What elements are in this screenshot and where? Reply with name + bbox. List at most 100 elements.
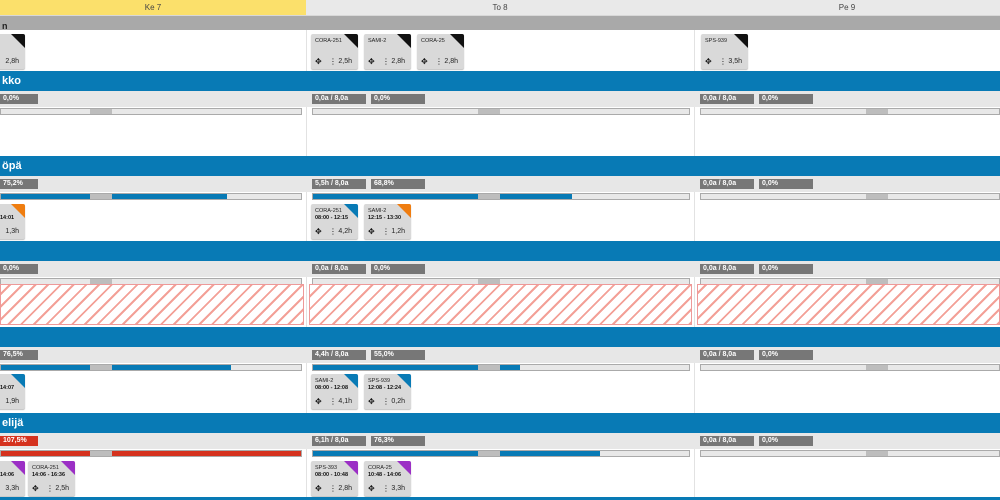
more-icon[interactable]: ⋮ [46,484,54,493]
move-icon[interactable]: ✥ [368,397,375,406]
utilization-pill: 76,3% [371,436,425,446]
task-time: 10:48 - 14:06 [368,472,402,478]
task-card[interactable]: 14:01 1,3h [0,204,25,239]
task-card[interactable]: SAMI-2 08:00 - 12:08 ✥ ⋮ 4,1h [311,374,358,409]
corner-marker [450,34,464,48]
task-card[interactable]: SAMI-2 ✥ ⋮ 2,8h [364,34,411,69]
task-name: SPS-939 [368,378,391,384]
task-hours: 4,2h [338,228,352,235]
capacity-marker [866,194,888,199]
utilization-pill: 0,0% [759,94,813,104]
more-icon[interactable]: ⋮ [329,484,337,493]
employee-header[interactable] [0,241,1000,261]
move-icon[interactable]: ✥ [368,57,375,66]
task-name: SAMI-2 [315,378,334,384]
task-hours: 2,8h [444,58,458,65]
task-card[interactable]: CORA-25 ✥ ⋮ 2,8h [417,34,464,69]
more-icon[interactable]: ⋮ [329,57,337,66]
employee-header[interactable] [0,497,1000,500]
corner-marker [11,34,25,48]
day-summary-bar [0,91,1000,107]
task-time: 08:00 - 10:48 [315,472,349,478]
move-icon[interactable]: ✥ [368,227,375,236]
corner-marker [11,461,25,475]
task-time: 12:15 - 13:30 [368,215,402,221]
task-hours: 0,2h [391,398,405,405]
day-header-pe9[interactable]: Pe 9 [694,0,1000,16]
more-icon[interactable]: ⋮ [382,227,390,236]
move-icon[interactable]: ✥ [368,484,375,493]
employee-name: kko [2,75,21,87]
task-hours: 3,3h [5,485,19,492]
capacity-marker [90,279,112,284]
hours-pill: 0,0a / 8,0a [700,179,754,189]
corner-marker [11,204,25,218]
task-card[interactable]: CORA-251 ✥ ⋮ 2,5h [311,34,358,69]
task-time: 12:08 - 12:24 [368,385,402,391]
employee-header[interactable]: kko [0,71,1000,91]
more-icon[interactable]: ⋮ [382,397,390,406]
day-label: Ke 7 [144,3,162,12]
capacity-bar [700,193,1000,200]
day-header-ke7[interactable]: Ke 7 [0,0,306,16]
hours-pill: 0,0a / 8,0a [700,94,754,104]
task-hours: 3,3h [391,485,405,492]
task-card[interactable]: SPS-393 08:00 - 10:48 ✥ ⋮ 2,8h [311,461,358,496]
employee-name: öpä [2,160,22,172]
task-card[interactable]: CORA-25 10:48 - 14:06 ✥ ⋮ 3,3h [364,461,411,496]
more-icon[interactable]: ⋮ [435,57,443,66]
day-label: To 8 [492,3,508,12]
more-icon[interactable]: ⋮ [382,57,390,66]
task-hours: 4,1h [338,398,352,405]
utilization-pill: 0,0% [371,264,425,274]
capacity-marker [90,109,112,114]
more-icon[interactable]: ⋮ [329,397,337,406]
move-icon[interactable]: ✥ [32,484,39,493]
move-icon[interactable]: ✥ [705,57,712,66]
capacity-marker [478,451,500,456]
corner-marker [397,374,411,388]
task-name: CORA-251 [315,208,342,214]
task-card[interactable]: SPS-939 ✥ ⋮ 3,5h [701,34,748,69]
move-icon[interactable]: ✥ [421,57,428,66]
day-header-to8[interactable]: To 8 [306,0,694,16]
task-name: SAMI-2 [368,38,387,44]
employee-header[interactable]: öpä [0,156,1000,176]
utilization-pill: 68,8% [371,179,425,189]
absence-block [309,284,692,325]
corner-marker [61,461,75,475]
task-card[interactable]: SPS-939 12:08 - 12:24 ✥ ⋮ 0,2h [364,374,411,409]
capacity-bar [0,450,302,457]
capacity-bar [312,364,690,371]
utilization-pill: 55,0% [371,350,425,360]
day-summary-bar [0,347,1000,363]
utilization-pill: 0,0% [0,94,38,104]
utilization-pill: 0,0% [759,264,813,274]
move-icon[interactable]: ✥ [315,484,322,493]
task-card[interactable]: CORA-251 14:06 - 16:36 ✥ ⋮ 2,5h [28,461,75,496]
capacity-marker [866,365,888,370]
move-icon[interactable]: ✥ [315,397,322,406]
task-card[interactable]: CORA-251 08:00 - 12:15 ✥ ⋮ 4,2h [311,204,358,239]
hours-pill: 4,4h / 8,0a [312,350,366,360]
move-icon[interactable]: ✥ [315,57,322,66]
task-card[interactable]: 14:06 3,3h [0,461,25,496]
more-icon[interactable]: ⋮ [719,57,727,66]
task-time: 14:07 [0,385,15,391]
task-card[interactable]: SAMI-2 12:15 - 13:30 ✥ ⋮ 1,2h [364,204,411,239]
capacity-marker [478,194,500,199]
move-icon[interactable]: ✥ [315,227,322,236]
more-icon[interactable]: ⋮ [382,484,390,493]
corner-marker [11,374,25,388]
task-card[interactable]: 2,8h [0,34,25,69]
employee-header[interactable]: elijä [0,413,1000,433]
day-summary-bar [0,261,1000,277]
utilization-pill: 0,0% [0,264,38,274]
utilization-pill: 0,0% [759,350,813,360]
hours-pill: 5,5h / 8,0a [312,179,366,189]
day-summary-bar [0,433,1000,449]
task-card[interactable]: 14:07 1,9h [0,374,25,409]
employee-header[interactable] [0,327,1000,347]
hours-pill: 0,0a / 8,0a [312,94,366,104]
more-icon[interactable]: ⋮ [329,227,337,236]
